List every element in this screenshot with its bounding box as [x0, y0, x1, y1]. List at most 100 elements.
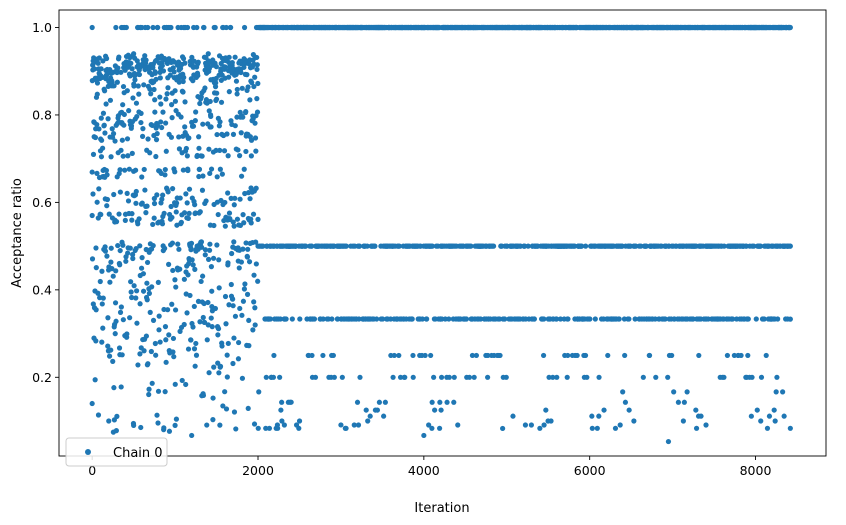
data-point [150, 317, 157, 323]
data-point [502, 316, 508, 322]
data-point [208, 315, 214, 321]
data-point [104, 172, 110, 178]
data-point [207, 170, 213, 177]
data-point [100, 110, 107, 116]
data-point [147, 86, 153, 92]
data-point [171, 354, 177, 360]
data-point [138, 424, 144, 431]
data-point [381, 413, 387, 419]
data-point [761, 316, 767, 322]
data-point [231, 202, 237, 208]
data-point [89, 212, 95, 219]
data-point [202, 85, 208, 91]
data-point [222, 293, 229, 300]
data-point [428, 352, 434, 359]
data-point [225, 260, 231, 266]
data-point [177, 328, 183, 334]
data-point [172, 381, 178, 387]
data-point [138, 119, 144, 126]
data-point [331, 374, 337, 380]
data-point [583, 243, 589, 249]
data-point [738, 352, 744, 359]
data-point [128, 279, 134, 285]
data-point [297, 316, 303, 322]
data-point [134, 320, 140, 326]
data-point [721, 243, 727, 249]
data-point [155, 24, 161, 31]
data-point [228, 281, 234, 288]
data-point [236, 339, 242, 346]
data-point [311, 316, 318, 322]
data-point [90, 151, 97, 157]
data-point [188, 246, 194, 252]
data-point [100, 145, 106, 151]
data-point [133, 245, 139, 252]
data-point [234, 216, 241, 222]
data-point [196, 145, 202, 151]
data-point [429, 399, 435, 405]
data-point [116, 345, 123, 351]
data-point [152, 340, 158, 347]
data-point [671, 389, 677, 395]
data-point [631, 418, 637, 424]
data-point [226, 210, 233, 216]
data-point [208, 166, 215, 172]
data-point [224, 131, 230, 137]
data-point [212, 84, 219, 90]
data-point [745, 352, 751, 359]
data-point [255, 425, 261, 431]
data-point [155, 420, 161, 426]
data-point [251, 299, 257, 305]
data-point [190, 324, 196, 330]
data-point [438, 374, 445, 380]
data-point [217, 422, 223, 428]
data-point [343, 243, 349, 249]
data-point [376, 399, 382, 405]
data-point [690, 316, 696, 322]
data-point [230, 219, 236, 225]
data-point [222, 199, 228, 206]
data-point [208, 124, 214, 130]
data-point [214, 90, 220, 96]
data-point [437, 425, 443, 431]
data-point [153, 153, 159, 160]
data-point [194, 24, 200, 31]
data-point [669, 352, 675, 359]
data-point [93, 307, 99, 313]
data-point [185, 167, 191, 174]
data-point [632, 316, 638, 322]
data-point [142, 53, 148, 59]
data-point [181, 74, 187, 81]
data-point [180, 55, 187, 62]
data-point [183, 381, 189, 388]
data-point [455, 422, 461, 428]
data-point [473, 352, 480, 359]
data-point [148, 91, 154, 97]
data-point [231, 239, 237, 245]
data-point [766, 413, 773, 419]
data-point [186, 210, 192, 216]
data-point [153, 352, 159, 358]
data-point [374, 316, 380, 322]
data-point [135, 83, 141, 89]
data-point [176, 134, 182, 140]
data-point [179, 377, 185, 384]
data-point [541, 422, 547, 428]
data-point [497, 352, 503, 359]
data-point [757, 243, 764, 249]
data-point [546, 374, 552, 380]
data-point [139, 133, 146, 139]
data-point [95, 412, 102, 418]
data-point [133, 295, 139, 301]
data-point [278, 407, 284, 413]
data-point [192, 118, 198, 124]
data-point [188, 337, 194, 343]
data-point [200, 173, 206, 179]
data-point [113, 24, 119, 31]
data-point [196, 173, 202, 180]
data-point [232, 123, 238, 129]
data-point [133, 188, 139, 195]
data-point [260, 243, 266, 249]
data-point [193, 109, 199, 115]
legend-marker [85, 449, 91, 455]
